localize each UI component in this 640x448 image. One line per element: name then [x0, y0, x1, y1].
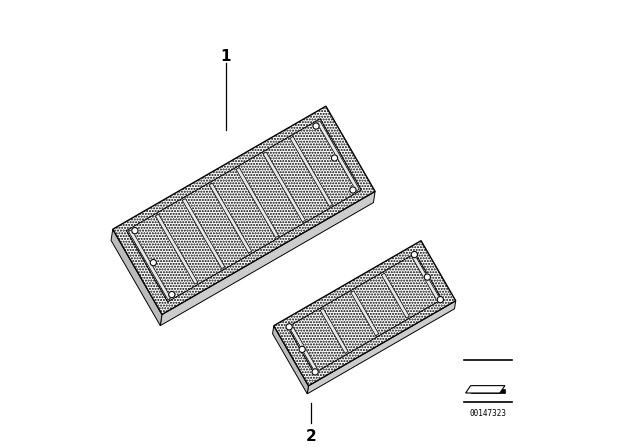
Polygon shape	[307, 301, 456, 394]
Polygon shape	[412, 255, 440, 300]
Text: 1: 1	[221, 49, 231, 64]
Polygon shape	[351, 291, 379, 336]
Polygon shape	[273, 326, 308, 394]
Polygon shape	[156, 214, 198, 284]
Polygon shape	[290, 137, 332, 207]
Polygon shape	[320, 309, 348, 353]
Circle shape	[312, 369, 318, 375]
Circle shape	[150, 259, 156, 266]
Circle shape	[411, 251, 417, 258]
Text: 00147323: 00147323	[469, 409, 506, 418]
Polygon shape	[381, 273, 410, 318]
Polygon shape	[317, 121, 359, 191]
Circle shape	[299, 346, 305, 353]
Polygon shape	[236, 168, 278, 237]
Polygon shape	[160, 191, 375, 326]
Circle shape	[313, 123, 319, 129]
Polygon shape	[263, 152, 305, 222]
Polygon shape	[113, 106, 375, 314]
Polygon shape	[209, 183, 252, 253]
Circle shape	[132, 228, 138, 234]
Polygon shape	[470, 389, 505, 393]
Circle shape	[424, 274, 431, 280]
Polygon shape	[289, 326, 317, 371]
Polygon shape	[465, 386, 505, 393]
Circle shape	[332, 155, 338, 161]
Polygon shape	[182, 198, 225, 269]
Polygon shape	[111, 229, 162, 326]
Circle shape	[437, 297, 444, 303]
Circle shape	[350, 187, 356, 193]
Polygon shape	[274, 241, 456, 386]
Polygon shape	[129, 230, 171, 300]
Circle shape	[286, 324, 292, 330]
Circle shape	[169, 292, 175, 298]
Text: 2: 2	[306, 429, 316, 444]
